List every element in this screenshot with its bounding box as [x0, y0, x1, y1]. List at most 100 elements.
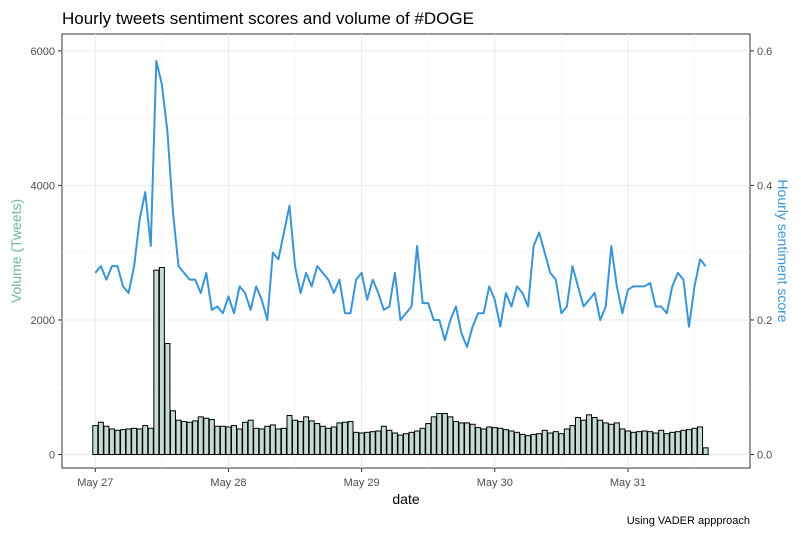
x-tick-label: May 30: [477, 477, 513, 489]
volume-bar: [148, 428, 153, 454]
volume-bar: [337, 423, 342, 455]
y-left-axis-label: Volume (Tweets): [8, 199, 24, 303]
volume-bar: [459, 423, 464, 455]
volume-bar: [254, 428, 259, 454]
x-tick-label: May 29: [344, 477, 380, 489]
volume-bar: [259, 429, 264, 455]
volume-bar: [387, 430, 392, 454]
x-tick-label: May 31: [610, 477, 646, 489]
volume-bar: [220, 426, 225, 454]
y-right-tick-label: 0.0: [757, 450, 772, 462]
volume-bar: [609, 424, 614, 454]
volume-bar: [664, 434, 669, 455]
volume-bar: [381, 426, 386, 454]
volume-bar: [126, 429, 131, 455]
volume-bar: [232, 426, 237, 455]
volume-bar: [576, 418, 581, 455]
volume-bar: [365, 432, 370, 454]
volume-bar: [675, 432, 680, 455]
volume-bar: [653, 433, 658, 455]
volume-bar: [287, 416, 292, 455]
volume-bar: [648, 432, 653, 455]
volume-bar: [437, 413, 442, 454]
volume-bar: [570, 426, 575, 455]
volume-bar: [265, 426, 270, 454]
volume-bar: [315, 424, 320, 455]
volume-bar: [98, 422, 103, 454]
volume-bar: [592, 418, 597, 455]
y-right-tick-label: 0.6: [757, 46, 772, 58]
volume-bar: [637, 432, 642, 455]
volume-bar: [204, 418, 209, 454]
volume-bar: [187, 422, 192, 454]
volume-bar: [442, 413, 447, 454]
y-left-tick-label: 2000: [31, 315, 55, 327]
volume-bar: [620, 429, 625, 455]
volume-bar: [542, 430, 547, 454]
x-tick-label: May 28: [210, 477, 246, 489]
volume-bar: [398, 435, 403, 455]
volume-bar: [698, 427, 703, 455]
volume-bar: [448, 417, 453, 455]
volume-bar: [304, 417, 309, 455]
volume-bar: [193, 421, 198, 455]
volume-bar: [415, 431, 420, 455]
volume-bar: [237, 429, 242, 455]
volume-bar: [376, 431, 381, 455]
volume-bar: [465, 423, 470, 455]
volume-bar: [298, 422, 303, 455]
volume-bar: [420, 428, 425, 454]
volume-bar: [320, 426, 325, 454]
y-right-axis-label: Hourly sentiment score: [775, 179, 791, 322]
y-left-tick-label: 6000: [31, 46, 55, 58]
volume-bar: [703, 448, 708, 455]
volume-bar: [631, 432, 636, 454]
volume-bar: [209, 420, 214, 455]
volume-bar: [170, 411, 175, 455]
chart-title: Hourly tweets sentiment scores and volum…: [62, 9, 474, 28]
volume-bar: [331, 427, 336, 455]
caption: Using VADER appproach: [627, 515, 750, 527]
volume-bar: [559, 434, 564, 455]
volume-bar: [531, 434, 536, 454]
volume-bar: [476, 428, 481, 455]
volume-bar: [659, 430, 664, 454]
volume-bar: [509, 431, 514, 455]
volume-bar: [487, 427, 492, 455]
volume-bar: [498, 428, 503, 454]
volume-bar: [326, 428, 331, 454]
volume-bar: [642, 431, 647, 455]
volume-bar: [670, 432, 675, 454]
volume-bar: [281, 428, 286, 454]
volume-bar: [293, 420, 298, 454]
volume-bar: [470, 424, 475, 454]
volume-bar: [686, 430, 691, 455]
volume-bar: [553, 432, 558, 455]
volume-bar: [104, 426, 109, 454]
volume-bar: [165, 344, 170, 455]
volume-bar: [270, 425, 275, 455]
volume-bar: [226, 427, 231, 455]
volume-bar: [526, 436, 531, 455]
volume-bar: [243, 422, 248, 454]
volume-bar: [514, 432, 519, 454]
volume-bar: [348, 422, 353, 455]
volume-bar: [614, 423, 619, 455]
volume-bar: [354, 432, 359, 454]
volume-bar: [537, 434, 542, 455]
volume-bar: [587, 415, 592, 455]
volume-bar: [603, 423, 608, 455]
x-tick-label: May 27: [77, 477, 113, 489]
volume-bar: [359, 433, 364, 455]
volume-bar: [492, 428, 497, 455]
volume-bar: [309, 421, 314, 455]
y-left-tick-label: 4000: [31, 180, 55, 192]
volume-bar: [121, 430, 126, 455]
volume-bar: [548, 433, 553, 455]
volume-bar: [215, 426, 220, 454]
volume-bar: [625, 431, 630, 455]
volume-bar: [481, 429, 486, 455]
volume-bar: [426, 424, 431, 455]
volume-bar: [409, 432, 414, 454]
